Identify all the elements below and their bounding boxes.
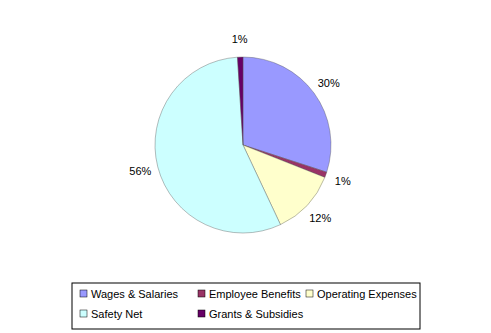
legend-swatch <box>80 310 87 317</box>
data-labels: 30% 1% 12% 56% 1% <box>129 33 351 224</box>
legend-swatch <box>306 290 313 297</box>
data-label: 1% <box>232 33 248 45</box>
legend-label: Operating Expenses <box>317 288 417 300</box>
legend: Wages & Salaries Employee Benefits Operati… <box>72 283 420 329</box>
slice <box>155 57 280 233</box>
data-label: 56% <box>129 165 151 177</box>
legend-swatch <box>198 310 205 317</box>
legend-label: Wages & Salaries <box>91 288 179 300</box>
legend-label: Safety Net <box>91 308 142 320</box>
slices <box>155 57 331 233</box>
legend-label: Grants & Subsidies <box>209 308 304 320</box>
legend-swatch <box>80 290 87 297</box>
legend-label: Employee Benefits <box>209 288 301 300</box>
data-label: 12% <box>309 212 331 224</box>
data-label: 1% <box>335 175 351 187</box>
legend-swatch <box>198 290 205 297</box>
legend-box <box>72 283 420 329</box>
chart: 30% 1% 12% 56% 1% Wages & Salaries Employee Be… <box>0 0 491 333</box>
slice <box>237 57 243 145</box>
data-label: 30% <box>318 77 340 89</box>
